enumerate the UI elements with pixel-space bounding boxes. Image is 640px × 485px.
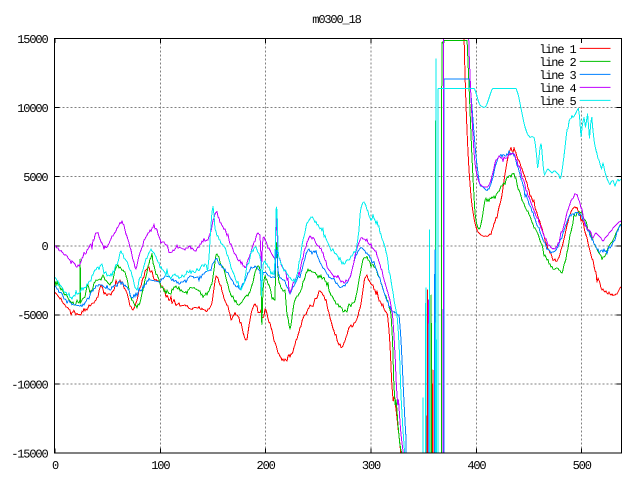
svg-text:100: 100 xyxy=(151,459,170,473)
svg-text:line 5: line 5 xyxy=(539,95,576,109)
svg-text:line 1: line 1 xyxy=(539,43,576,57)
svg-text:10000: 10000 xyxy=(17,102,48,116)
svg-text:line 3: line 3 xyxy=(539,69,576,83)
svg-text:200: 200 xyxy=(257,459,276,473)
svg-text:m0300_18: m0300_18 xyxy=(312,13,361,27)
svg-text:500: 500 xyxy=(573,459,592,473)
svg-text:-15000: -15000 xyxy=(11,447,48,461)
svg-text:line 2: line 2 xyxy=(539,56,576,70)
svg-text:300: 300 xyxy=(362,459,381,473)
svg-text:400: 400 xyxy=(467,459,486,473)
svg-text:-5000: -5000 xyxy=(17,309,48,323)
svg-text:0: 0 xyxy=(52,459,59,473)
svg-text:5000: 5000 xyxy=(23,171,48,185)
svg-text:-10000: -10000 xyxy=(11,378,48,392)
svg-text:15000: 15000 xyxy=(17,33,48,47)
svg-text:line 4: line 4 xyxy=(539,82,576,96)
svg-text:0: 0 xyxy=(41,240,48,254)
